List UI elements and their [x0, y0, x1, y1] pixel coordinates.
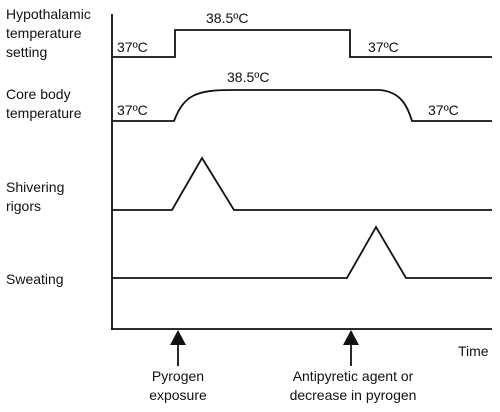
sweating-trace: [112, 225, 492, 279]
antipyretic-arrow: [343, 330, 359, 366]
core-elevated-label: 38.5ºC: [227, 69, 269, 85]
core-baseline-before: 37ºC: [117, 102, 148, 118]
antipyretic-label-line2: decrease in pyrogen: [290, 387, 417, 403]
hypothalamic-elevated-label: 38.5ºC: [206, 10, 248, 26]
core-label-line1: Core body: [6, 86, 71, 102]
pyrogen-label-line2: exposure: [149, 387, 207, 403]
pyrogen-label-line1: Pyrogen: [152, 368, 204, 384]
shivering-label-line2: rigors: [6, 198, 41, 214]
hypothalamic-label-line1: Hypothalamic: [6, 6, 91, 22]
antipyretic-label-line1: Antipyretic agent or: [293, 368, 414, 384]
hypothalamic-baseline-after: 37ºC: [368, 39, 399, 55]
hypothalamic-setpoint-trace: [112, 29, 492, 58]
core-label-line2: temperature: [6, 105, 82, 121]
sweating-label: Sweating: [6, 271, 64, 287]
hypothalamic-baseline-before: 37ºC: [117, 39, 148, 55]
shivering-trace: [112, 156, 492, 211]
hypothalamic-label-line2: temperature: [6, 25, 82, 41]
time-axis-label: Time: [458, 343, 489, 359]
pyrogen-arrow: [170, 330, 186, 366]
core-temperature-trace: [112, 89, 492, 122]
core-baseline-after: 37ºC: [428, 102, 459, 118]
hypothalamic-label-line3: setting: [6, 44, 47, 60]
shivering-label-line1: Shivering: [6, 179, 64, 195]
